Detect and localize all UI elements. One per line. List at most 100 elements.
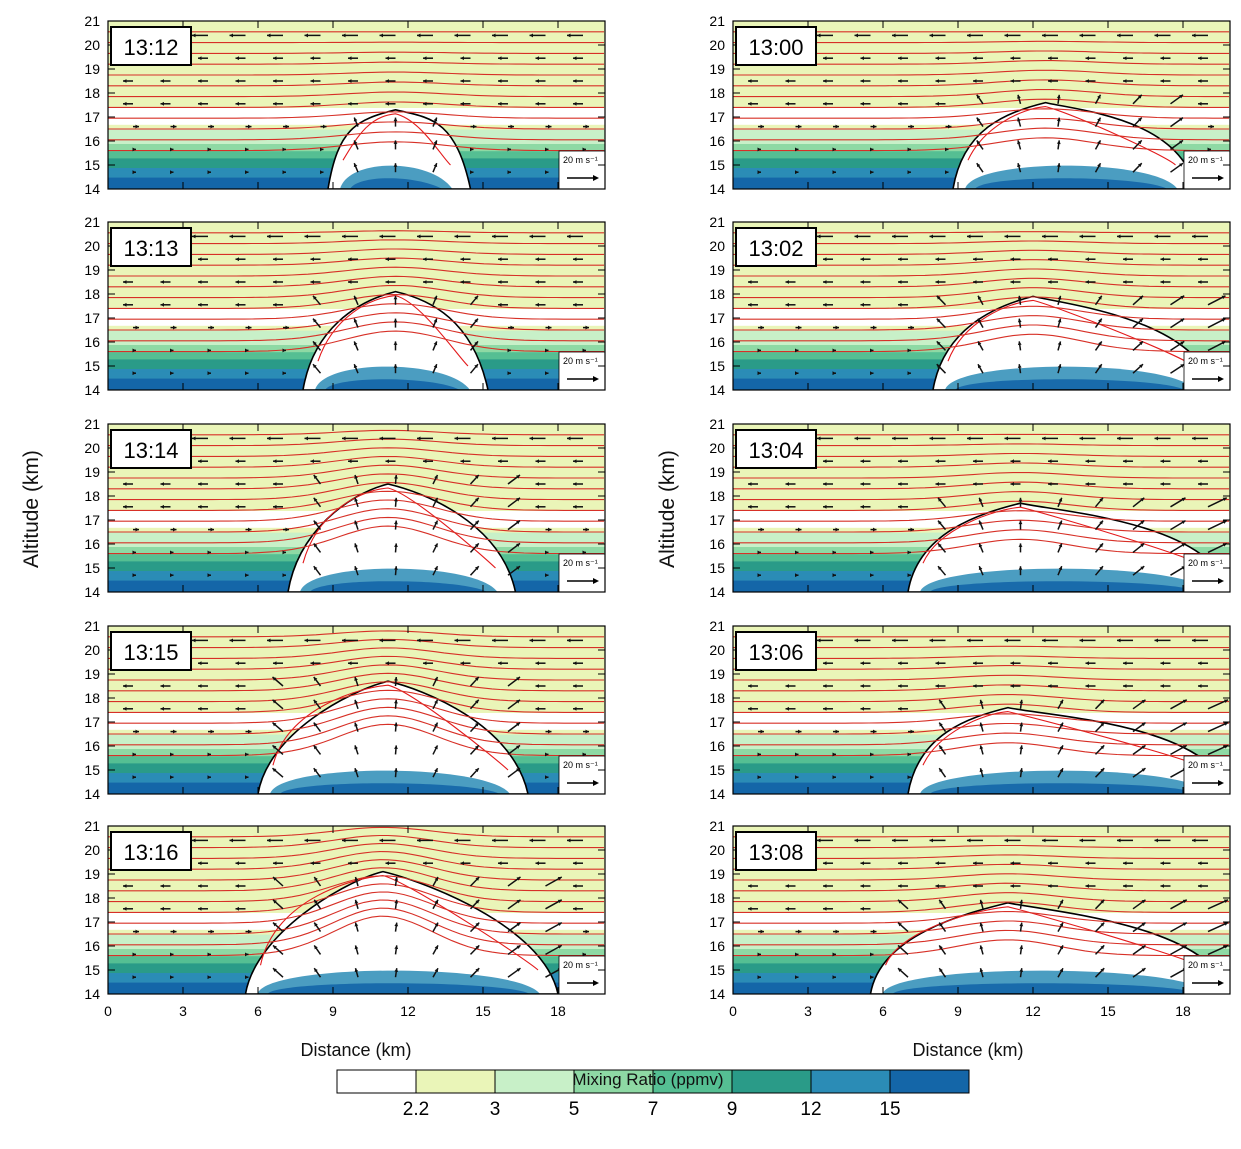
wind-vector-head — [235, 257, 240, 262]
wind-vector-head — [354, 922, 359, 927]
background-band — [108, 37, 605, 41]
wind-vector-head — [1098, 341, 1102, 346]
wind-vector-head — [898, 684, 902, 688]
wind-vector-head — [1198, 482, 1202, 486]
wind-vector-head — [794, 752, 799, 757]
background-band — [108, 81, 605, 84]
wind-vector-head — [132, 550, 136, 555]
y-tick-label: 15 — [709, 358, 725, 374]
wind-vector-head — [573, 79, 577, 83]
background-band — [108, 462, 605, 466]
background-band — [733, 505, 1230, 509]
wind-vector-head — [516, 968, 521, 972]
plume-fill — [303, 291, 488, 390]
y-tick-label: 16 — [709, 536, 725, 552]
background-band — [108, 265, 605, 269]
wind-vector-head — [1017, 295, 1022, 300]
background-band — [733, 838, 1230, 841]
wind-vector-head — [1079, 638, 1084, 643]
wind-vector-head — [1192, 33, 1196, 38]
wind-vector-head — [1154, 33, 1159, 38]
wind-vector-head — [860, 684, 865, 688]
background-band — [108, 467, 605, 471]
background-band — [733, 491, 1230, 495]
reference-vector-label: 20 m s⁻¹ — [1188, 960, 1223, 970]
wind-vector-head — [313, 745, 318, 750]
wind-vector-head — [272, 768, 277, 772]
wind-vector-head — [535, 706, 540, 711]
wind-vector-head — [823, 56, 827, 61]
y-tick-label: 14 — [709, 986, 725, 1002]
wind-vector-head — [1192, 838, 1196, 843]
y-tick-label: 15 — [84, 560, 100, 576]
y-tick-label: 19 — [709, 262, 725, 278]
wind-vector-head — [832, 147, 836, 152]
y-tick-label: 19 — [709, 464, 725, 480]
background-band — [733, 298, 1230, 302]
wind-vector-head — [785, 884, 790, 888]
plume-outline — [952, 101, 1197, 189]
wind-vector-head — [385, 56, 390, 61]
wind-vector-head — [557, 877, 562, 881]
wind-vector-head — [423, 56, 427, 61]
wind-vector-head — [1042, 234, 1046, 239]
wind-vector-head — [973, 257, 977, 262]
wind-vector-head — [1058, 497, 1063, 502]
plume-core-deep — [310, 581, 488, 592]
wind-vector-head — [1056, 117, 1061, 122]
streamline — [108, 266, 604, 277]
panel-frame — [732, 825, 1231, 995]
wind-vector-head — [244, 147, 249, 152]
wind-vector-head — [342, 436, 346, 441]
wind-vector-head — [348, 459, 352, 464]
wind-vector-head — [869, 775, 874, 780]
ice-contour — [342, 113, 451, 166]
wind-vector-head — [529, 638, 534, 643]
wind-vector-head — [417, 436, 421, 441]
wind-vector-head — [935, 280, 940, 284]
background-band — [733, 236, 1230, 240]
background-band — [733, 114, 1230, 118]
wind-vector-head — [757, 371, 761, 376]
wind-vector-head — [207, 170, 211, 175]
streamline — [733, 137, 1229, 152]
panel-frame — [732, 423, 1231, 593]
y-tick-label: 14 — [84, 382, 100, 398]
wind-vector-head — [794, 573, 799, 578]
wind-vector-head — [1140, 520, 1145, 525]
background-band — [733, 229, 1230, 233]
wind-vector-head — [898, 899, 902, 904]
wind-vector-head — [898, 945, 902, 950]
background-band — [733, 248, 1230, 252]
wind-vector-head — [1017, 364, 1022, 368]
streamline — [733, 471, 1229, 479]
wind-vector-head — [794, 975, 799, 980]
wind-vector-head — [273, 899, 277, 904]
streamline — [108, 275, 604, 288]
y-tick-label: 15 — [84, 962, 100, 978]
reference-vector-label: 20 m s⁻¹ — [563, 760, 598, 770]
background-band — [108, 431, 605, 435]
wind-vector-head — [817, 234, 821, 239]
background-band — [733, 450, 1230, 454]
wind-vector-head — [207, 752, 211, 757]
wind-vector-head — [342, 838, 346, 843]
wind-vector-head — [929, 33, 934, 38]
streamline — [733, 538, 1229, 555]
y-tick-label: 18 — [709, 85, 725, 101]
wind-vector-head — [1100, 699, 1105, 704]
wind-vector-head — [385, 661, 390, 666]
x-tick-label: 12 — [1025, 1003, 1041, 1019]
wind-vector-head — [492, 838, 496, 843]
wind-vector-head — [132, 147, 136, 152]
wind-vector-head — [498, 79, 502, 83]
y-tick-label: 20 — [709, 238, 725, 254]
wind-vector-head — [557, 899, 562, 904]
wind-vector-head — [469, 170, 474, 175]
background-band — [733, 428, 1230, 432]
wind-vector-head — [935, 884, 940, 888]
wind-vector-head — [1010, 56, 1015, 61]
wind-vector-head — [860, 661, 865, 666]
wind-vector-head — [785, 706, 790, 711]
streamline — [733, 315, 1229, 331]
